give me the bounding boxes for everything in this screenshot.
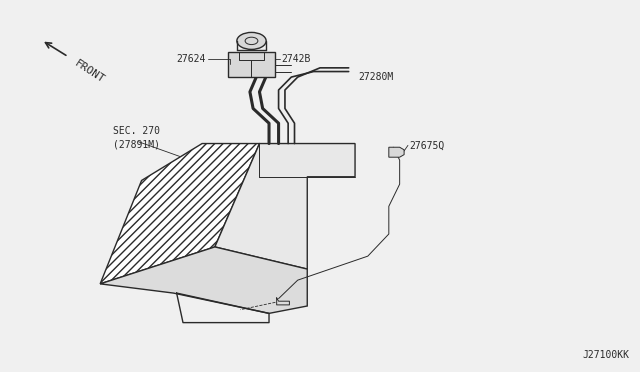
Circle shape bbox=[237, 32, 266, 49]
Polygon shape bbox=[215, 144, 355, 269]
Text: 27280M: 27280M bbox=[358, 72, 394, 82]
Text: (27891M): (27891M) bbox=[113, 140, 160, 150]
Text: 27624: 27624 bbox=[176, 54, 205, 64]
Polygon shape bbox=[389, 147, 404, 157]
Text: SEC. 270: SEC. 270 bbox=[113, 126, 160, 136]
Polygon shape bbox=[100, 247, 307, 313]
Text: 27675Q: 27675Q bbox=[409, 140, 444, 150]
Bar bbox=[228, 52, 275, 77]
Text: 2742B: 2742B bbox=[282, 54, 311, 64]
Polygon shape bbox=[100, 144, 259, 284]
Text: J27100KK: J27100KK bbox=[582, 350, 629, 359]
Text: FRONT: FRONT bbox=[73, 59, 106, 86]
